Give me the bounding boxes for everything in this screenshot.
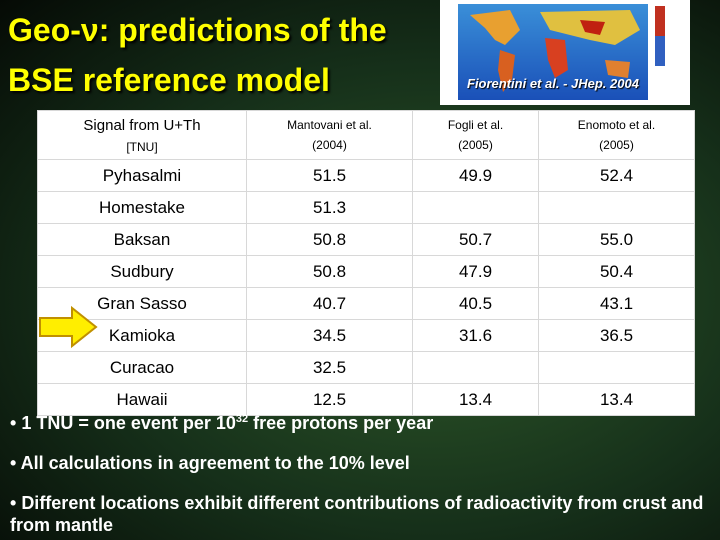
header-name: Signal from U+Th bbox=[83, 116, 201, 134]
value-cell: 34.5 bbox=[246, 319, 413, 352]
header-sub: [TNU] bbox=[126, 139, 158, 154]
arrow bbox=[39, 305, 98, 349]
value-cell: 13.4 bbox=[412, 383, 539, 416]
table-row: Gran Sasso 40.7 40.5 43.1 bbox=[37, 287, 695, 320]
bullet-dot: • bbox=[10, 413, 22, 433]
location-cell: Homestake bbox=[37, 191, 247, 224]
bullet-sup: 32 bbox=[235, 413, 249, 425]
value-cell: 50.8 bbox=[246, 255, 413, 288]
location-cell: Hawaii bbox=[37, 383, 247, 416]
header-sub: (2005) bbox=[599, 138, 634, 152]
table-row: Sudbury 50.8 47.9 50.4 bbox=[37, 255, 695, 288]
header-name: Mantovani et al. bbox=[287, 118, 372, 132]
location-cell: Sudbury bbox=[37, 255, 247, 288]
bullet: • Different locations exhibit different … bbox=[10, 492, 710, 536]
value-cell bbox=[412, 191, 539, 224]
value-cell: 51.5 bbox=[246, 159, 413, 192]
value-cell: 52.4 bbox=[538, 159, 695, 192]
value-cell: 50.7 bbox=[412, 223, 539, 256]
bullet-dot: • bbox=[10, 493, 22, 513]
header-name: Enomoto et al. bbox=[577, 118, 656, 132]
table-row: Hawaii 12.5 13.4 13.4 bbox=[37, 383, 695, 416]
table-row: Pyhasalmi 51.5 49.9 52.4 bbox=[37, 159, 695, 192]
table-row: Curacao 32.5 bbox=[37, 351, 695, 384]
location-cell: Curacao bbox=[37, 351, 247, 384]
bullet: • All calculations in agreement to the 1… bbox=[10, 452, 710, 474]
title-line: BSE reference model bbox=[8, 62, 330, 98]
location-cell: Pyhasalmi bbox=[37, 159, 247, 192]
value-cell bbox=[538, 191, 695, 224]
header-name: Fogli et al. bbox=[447, 118, 504, 132]
value-cell: 12.5 bbox=[246, 383, 413, 416]
table-row: Homestake 51.3 bbox=[37, 191, 695, 224]
value-cell bbox=[412, 351, 539, 384]
header-cell: Mantovani et al. (2004) bbox=[246, 110, 413, 160]
bullet-dot: • bbox=[10, 453, 21, 473]
value-cell bbox=[538, 351, 695, 384]
value-cell: 47.9 bbox=[412, 255, 539, 288]
bullet: • 1 TNU = one event per 1032 free proton… bbox=[10, 408, 710, 434]
value-cell: 55.0 bbox=[538, 223, 695, 256]
value-cell: 13.4 bbox=[538, 383, 695, 416]
value-cell: 49.9 bbox=[412, 159, 539, 192]
header-sub: (2005) bbox=[458, 138, 493, 152]
value-cell: 51.3 bbox=[246, 191, 413, 224]
header-sub: (2004) bbox=[312, 138, 347, 152]
table-row: Baksan 50.8 50.7 55.0 bbox=[37, 223, 695, 256]
header-cell: Enomoto et al. (2005) bbox=[538, 110, 695, 160]
value-cell: 40.7 bbox=[246, 287, 413, 320]
bullet-text: All calculations in agreement to the 10%… bbox=[20, 453, 410, 473]
signal-table: Signal from U+Th [TNU] Mantovani et al. (20… bbox=[37, 110, 695, 416]
world-map bbox=[440, 0, 690, 105]
value-cell: 50.4 bbox=[538, 255, 695, 288]
bullet-text: 1 TNU = one event per 10 bbox=[21, 413, 236, 433]
value-cell: 40.5 bbox=[412, 287, 539, 320]
header-cell: Fogli et al. (2005) bbox=[412, 110, 539, 160]
value-cell: 31.6 bbox=[412, 319, 539, 352]
value-cell: 32.5 bbox=[246, 351, 413, 384]
header-row: Signal from U+Th [TNU] Mantovani et al. (20… bbox=[37, 110, 695, 160]
value-cell: 50.8 bbox=[246, 223, 413, 256]
header-cell: Signal from U+Th [TNU] bbox=[37, 110, 247, 160]
title-line: Geo-ν: predictions of the bbox=[8, 12, 387, 48]
table-row: Kamioka 34.5 31.6 36.5 bbox=[37, 319, 695, 352]
value-cell: 36.5 bbox=[538, 319, 695, 352]
bullet-text: Different locations exhibit different co… bbox=[10, 493, 704, 535]
location-cell: Baksan bbox=[37, 223, 247, 256]
bullet-text: free protons per year bbox=[248, 413, 434, 433]
value-cell: 43.1 bbox=[538, 287, 695, 320]
map-caption: Fiorentini et al. - JHep. 2004 bbox=[467, 76, 639, 91]
